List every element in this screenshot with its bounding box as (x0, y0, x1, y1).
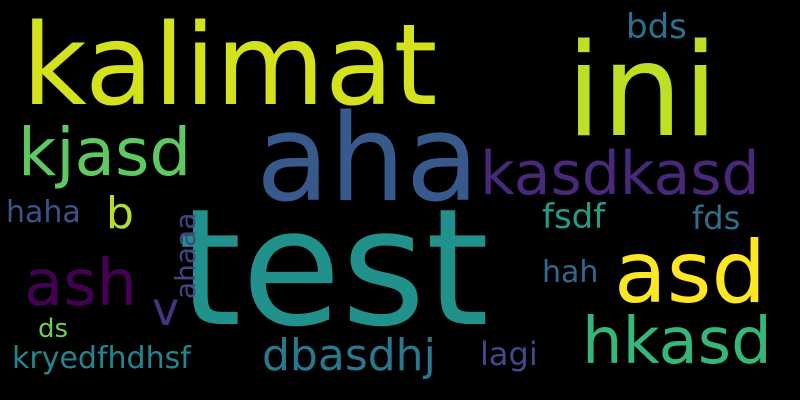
word-asd: asd (614, 223, 767, 323)
word-kjasd: kjasd (18, 114, 192, 191)
word-hah: hah (542, 255, 599, 290)
word-ini: ini (566, 17, 719, 166)
word-haha: haha (6, 195, 81, 230)
word-fsdf: fsdf (542, 197, 606, 237)
word-fds: fds (692, 199, 741, 237)
word-ash: ash (24, 247, 138, 321)
word-ds: ds (38, 314, 69, 344)
word-b: b (106, 188, 134, 239)
word-bds: bds (626, 7, 687, 47)
word-dbasdhj: dbasdhj (262, 330, 436, 381)
word-kryedfhdhsf: kryedfhdhsf (12, 341, 191, 376)
word-hkasd: hkasd (582, 305, 772, 379)
word-aha: aha (256, 90, 480, 229)
word-kasdkasd: kasdkasd (480, 139, 760, 209)
word-v: v (152, 282, 180, 336)
word-test: test (178, 175, 490, 363)
word-lagi: lagi (480, 335, 538, 373)
word-kalimat: kalimat (22, 1, 438, 131)
